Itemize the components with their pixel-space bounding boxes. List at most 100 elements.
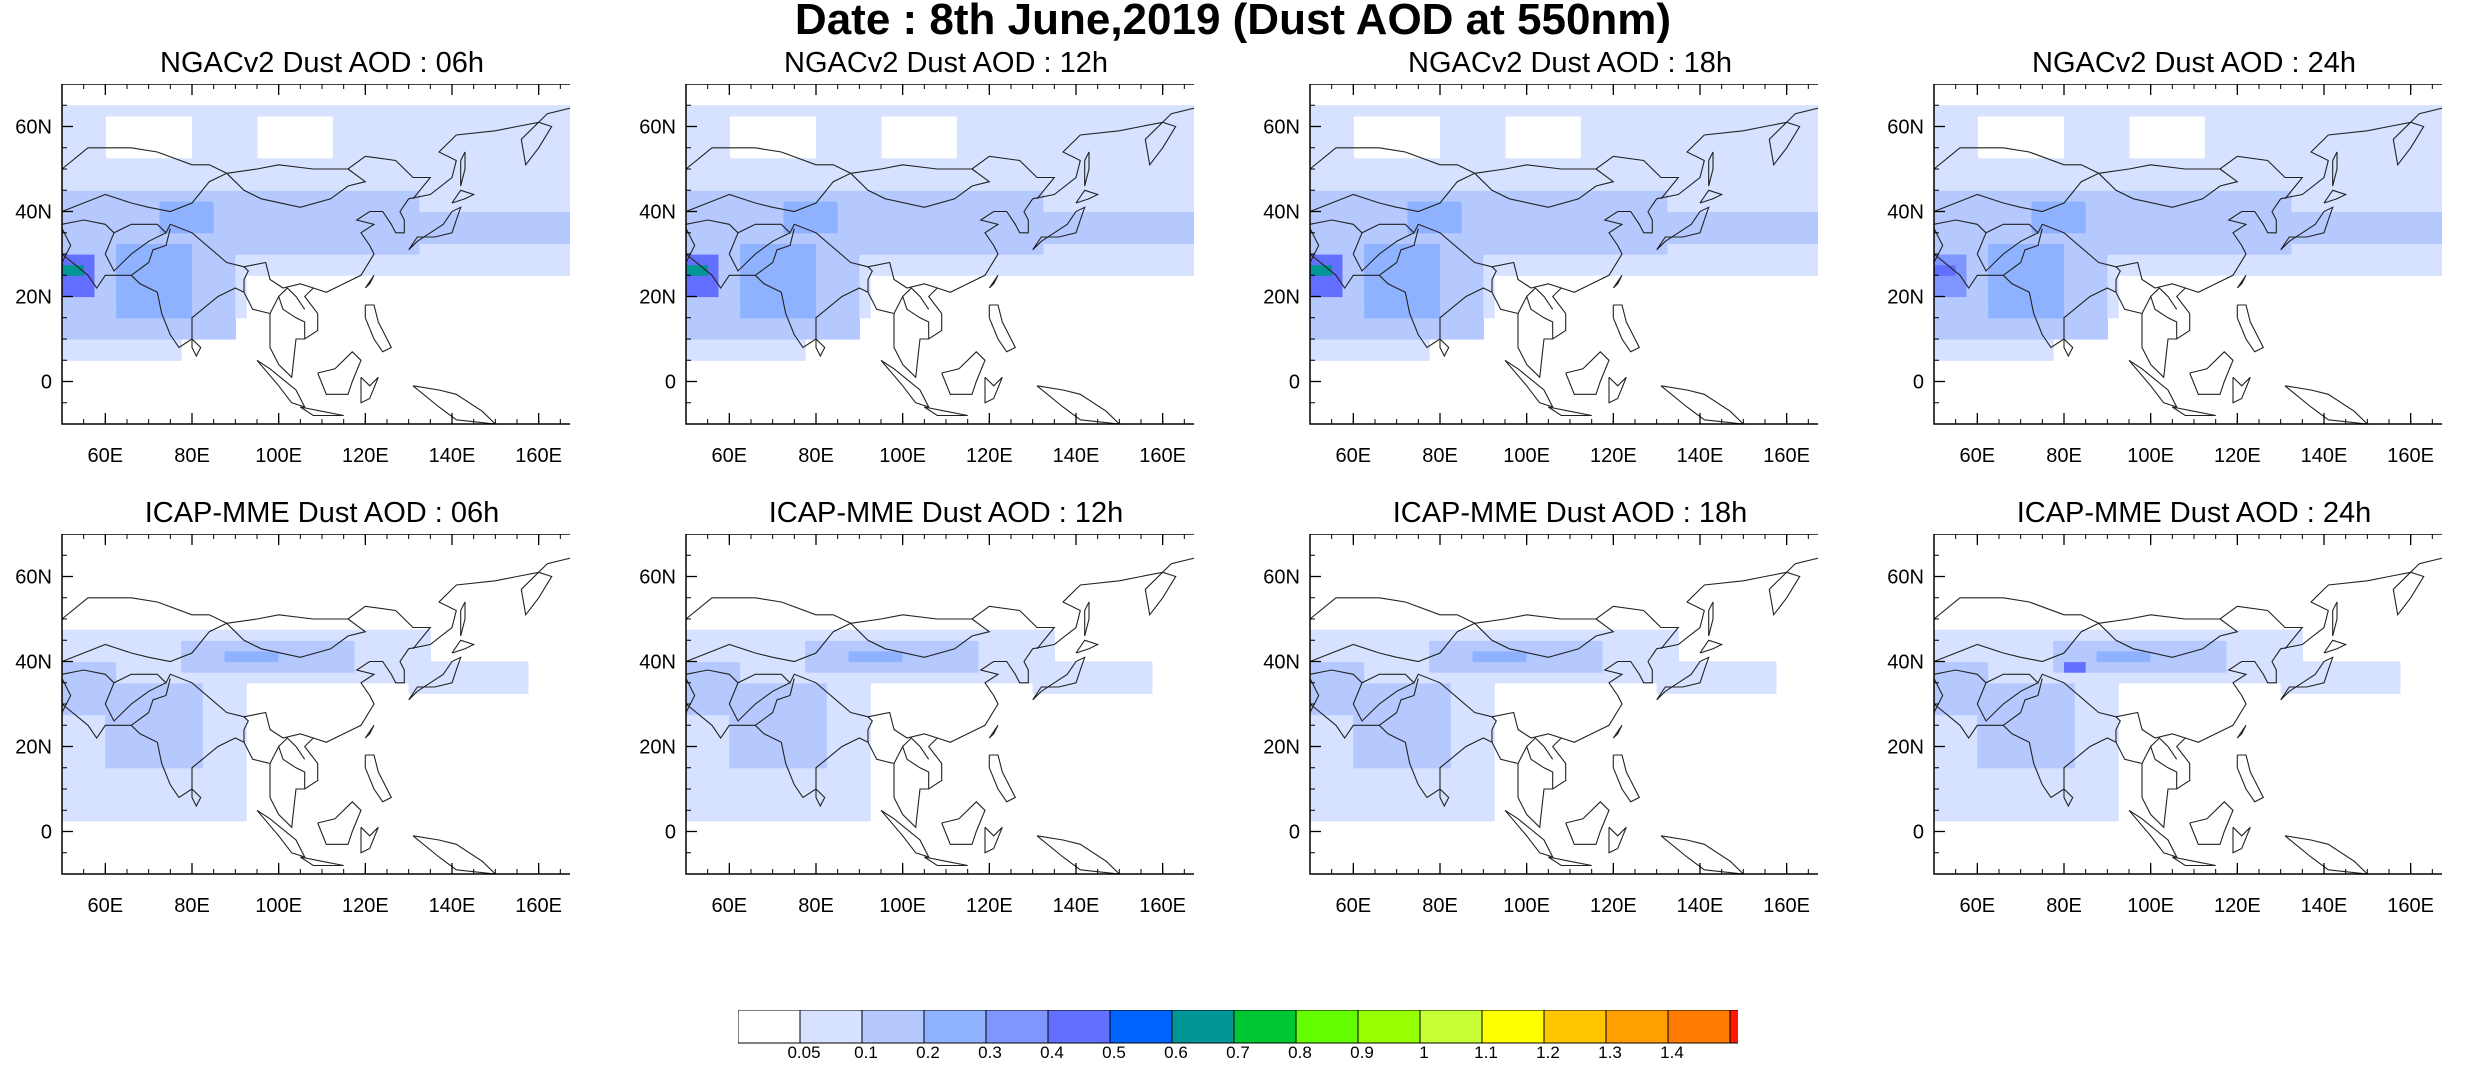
aod-cell (1407, 349, 1419, 361)
aod-cell (2302, 169, 2314, 181)
aod-cell (1526, 105, 1539, 117)
aod-cell (1000, 105, 1012, 117)
aod-cell (322, 222, 334, 234)
aod-cell (1602, 243, 1614, 255)
aod-cell (2020, 169, 2033, 181)
aod-cell (2226, 222, 2238, 234)
aod-cell (1515, 243, 1528, 255)
aod-cell (1108, 682, 1120, 694)
aod-cell (1331, 339, 1344, 351)
aod-cell (1032, 243, 1045, 255)
aod-cell (354, 650, 366, 663)
aod-cell (859, 243, 871, 255)
aod-cell (452, 137, 464, 149)
aod-cell (2334, 232, 2347, 244)
aod-cell (365, 126, 377, 138)
aod-cell (718, 137, 730, 149)
aod-cell (2053, 200, 2065, 213)
aod-cell (376, 158, 388, 170)
aod-cell (2248, 232, 2260, 244)
aod-cell (826, 629, 839, 641)
aod-cell (1108, 222, 1120, 234)
aod-cell (1944, 179, 1957, 191)
y-tick-label: 40N (1887, 202, 1924, 224)
aod-cell (1331, 317, 1344, 329)
aod-cell (1656, 222, 1669, 234)
aod-cell (2074, 147, 2087, 159)
coastline (278, 737, 306, 760)
aod-cell (891, 629, 904, 641)
aod-cell (837, 640, 850, 652)
aod-cell (1076, 254, 1088, 266)
coastlines (1309, 107, 1818, 425)
aod-cell (506, 243, 518, 255)
aod-cell (2150, 158, 2163, 170)
aod-cell (1934, 275, 1946, 287)
aod-cell (354, 169, 366, 181)
aod-cell (116, 328, 128, 340)
aod-cell (1721, 169, 1734, 181)
aod-cell (2313, 126, 2325, 138)
aod-cell (419, 169, 431, 181)
coastline (685, 597, 851, 624)
aod-cell (1775, 200, 1788, 213)
aod-cell (2096, 243, 2108, 255)
aod-cell (527, 211, 540, 223)
aod-cell (1320, 307, 1333, 319)
aod-cell (365, 672, 377, 684)
aod-cell (1537, 264, 1549, 276)
aod-cell (2324, 200, 2336, 213)
aod-cell (2291, 179, 2303, 191)
aod-cell (2096, 190, 2108, 202)
aod-cell (1461, 285, 1474, 298)
aod-cell (2378, 115, 2390, 128)
aod-cell (170, 254, 182, 266)
aod-cell (1310, 200, 1322, 213)
aod-cell (1429, 190, 1441, 202)
aod-cell (181, 704, 193, 716)
aod-cell (2020, 285, 2033, 298)
aod-cell (740, 629, 752, 641)
aod-cell (2345, 158, 2358, 170)
aod-cell (1065, 254, 1077, 266)
aod-cell (1570, 169, 1582, 181)
aod-cell (343, 115, 356, 128)
aod-cell (441, 232, 453, 244)
aod-cell (696, 105, 709, 117)
aod-cell (751, 328, 763, 340)
aod-cell (1624, 158, 1636, 170)
aod-cell (1515, 179, 1528, 191)
aod-cell (826, 285, 839, 298)
aod-cell (62, 746, 74, 758)
aod-cell (62, 296, 74, 308)
aod-cell (159, 307, 171, 319)
aod-cell (2183, 264, 2195, 276)
aod-cell (1732, 169, 1744, 181)
aod-cell (72, 200, 85, 213)
panel-title: NGACv2 Dust AOD : 12h (784, 47, 1108, 79)
aod-cell (1000, 661, 1012, 673)
aod-cell (740, 778, 752, 790)
aod-cell (2334, 169, 2347, 181)
aod-cell (2421, 211, 2433, 223)
aod-cell (1559, 190, 1571, 202)
aod-cell (783, 307, 795, 319)
aod-cell (848, 682, 860, 694)
aod-cell (1700, 137, 1712, 149)
aod-cell (1000, 211, 1012, 223)
aod-cell (1613, 147, 1625, 159)
y-tick-label: 20N (15, 737, 52, 759)
aod-cell (729, 704, 741, 716)
aod-cell (2291, 232, 2303, 244)
aod-cell (332, 650, 345, 663)
aod-cell (751, 767, 763, 779)
aod-cell (137, 232, 150, 244)
aod-cell (376, 254, 388, 266)
coastline (1612, 304, 1641, 353)
coastline (1309, 107, 1818, 379)
aod-cell (751, 105, 763, 117)
aod-cell (1515, 105, 1528, 117)
aod-cell (783, 328, 795, 340)
aod-cell (859, 179, 871, 191)
